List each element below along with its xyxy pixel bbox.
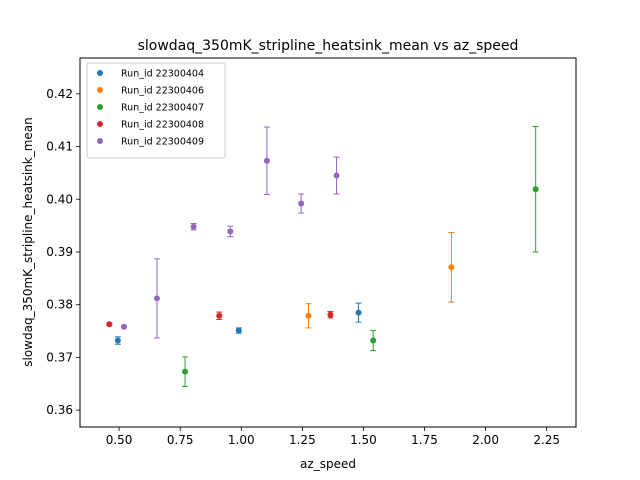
legend-label: Run_id 22300408 [121,120,204,131]
legend: Run_id 22300404 Run_id 22300406 Run_id 223… [86,62,226,159]
series-3 [182,126,539,387]
y-tick-label: 0.39 [46,245,73,259]
plot-area [106,126,539,387]
legend-marker [97,104,103,110]
x-tick-label: 1.25 [289,433,316,447]
series-1 [114,302,362,345]
y-tick-label: 0.42 [46,87,73,101]
x-tick-label: 0.50 [106,433,133,447]
data-point [153,295,160,302]
data-point [333,172,340,179]
legend-marker [97,70,103,76]
plot-frame [79,57,577,428]
x-tick-label: 2.00 [472,433,499,447]
data-point [120,323,127,330]
data-point [305,312,312,319]
y-tick-label: 0.40 [46,192,73,206]
legend-box [86,62,226,159]
y-axis-label: slowdaq_350mK_stripline_heatsink_mean [21,117,35,367]
data-point [106,321,113,328]
data-point [448,264,455,271]
x-axis-label: az_speed [300,457,356,471]
data-point [182,368,189,375]
y-tick-label: 0.41 [46,140,73,154]
data-point [532,186,539,193]
x-tick-label: 1.50 [350,433,377,447]
data-point [355,309,362,316]
legend-label: Run_id 22300406 [121,86,204,97]
x-tick-label: 0.75 [167,433,194,447]
data-point [114,337,121,344]
series-5 [120,126,340,339]
y-tick-label: 0.37 [46,350,73,364]
legend-label: Run_id 22300407 [121,103,204,114]
series-4 [106,311,334,328]
chart-title: slowdaq_350mK_stripline_heatsink_mean vs… [138,38,519,54]
legend-label: Run_id 22300404 [121,69,204,80]
legend-label: Run_id 22300409 [121,137,204,148]
data-point [263,157,270,164]
data-point [227,228,234,235]
x-axis: 0.50 0.75 1.00 1.25 1.50 1.75 2.00 2.25 [106,427,560,447]
x-tick-label: 1.75 [411,433,438,447]
y-tick-label: 0.38 [46,298,73,312]
x-tick-label: 2.25 [533,433,560,447]
y-tick-label: 0.36 [46,403,73,417]
data-point [235,327,242,334]
legend-marker [97,87,103,93]
x-tick-label: 1.00 [228,433,255,447]
series-2 [305,231,455,329]
data-point [298,200,305,207]
data-point [216,312,223,319]
data-point [190,223,197,230]
legend-marker [97,121,103,127]
data-point [370,337,377,344]
y-axis: 0.36 0.37 0.38 0.39 0.40 0.41 0.42 [46,87,80,417]
data-point [327,311,334,318]
legend-marker [97,138,103,144]
